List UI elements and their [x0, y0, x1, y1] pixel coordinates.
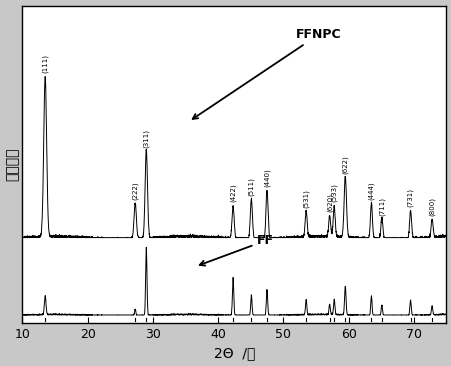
Text: (311): (311)	[143, 128, 149, 147]
Text: (620): (620)	[326, 193, 332, 212]
Text: FFNPC: FFNPC	[192, 28, 341, 119]
Text: (731): (731)	[406, 188, 413, 207]
Text: (511): (511)	[248, 178, 254, 196]
Text: FF: FF	[199, 234, 274, 266]
Text: (800): (800)	[428, 197, 434, 216]
Text: (422): (422)	[229, 184, 236, 202]
Text: (531): (531)	[302, 189, 309, 208]
Text: (440): (440)	[263, 168, 270, 187]
Y-axis label: 相对强度: 相对强度	[5, 147, 19, 181]
Text: (711): (711)	[378, 197, 384, 216]
X-axis label: 2Θ  /度: 2Θ /度	[213, 347, 254, 361]
Text: (622): (622)	[341, 155, 348, 174]
Text: (533): (533)	[330, 183, 337, 202]
Text: (444): (444)	[368, 181, 374, 200]
Text: (111): (111)	[42, 54, 48, 73]
Text: (222): (222)	[132, 182, 138, 201]
